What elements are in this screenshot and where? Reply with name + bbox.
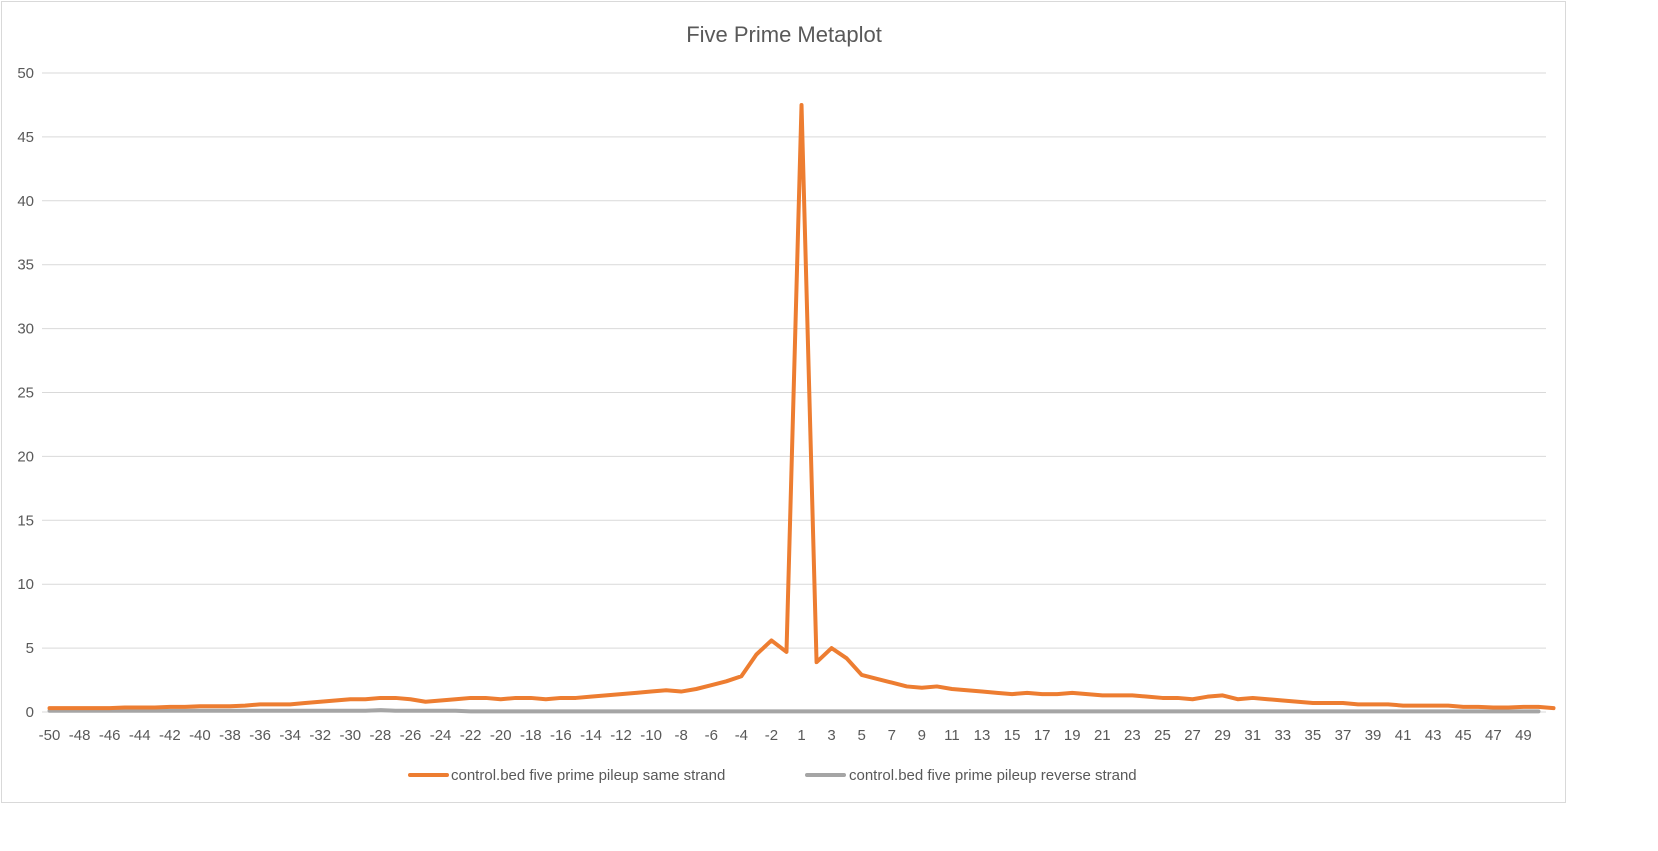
x-tick-label: -18 xyxy=(520,727,542,744)
x-tick-label: 35 xyxy=(1305,727,1322,744)
x-tick-label: 33 xyxy=(1274,727,1291,744)
x-tick-label: -38 xyxy=(219,727,241,744)
x-tick-label: 39 xyxy=(1365,727,1382,744)
x-axis-ticks: -50 -48 -46 -44 -42 -40 -38 -36 -34 -32 -30 -28 -26-… xyxy=(39,727,1532,744)
x-tick-label: -22 xyxy=(460,727,482,744)
series-line-reverse-strand xyxy=(47,708,1541,714)
x-tick-label: -16 xyxy=(550,727,572,744)
x-tick-label: -20 xyxy=(490,727,512,744)
x-tick-label: -42 xyxy=(159,727,181,744)
legend: control.bed five prime pileup same stran… xyxy=(408,767,1137,784)
y-tick-label: 20 xyxy=(17,448,34,465)
legend-label: control.bed five prime pileup same stran… xyxy=(451,767,725,784)
x-tick-label: -40 xyxy=(189,727,211,744)
x-tick-label: 41 xyxy=(1395,727,1412,744)
y-axis-ticks: 0 5 10 15 20 25 30 35 40 45 50 xyxy=(17,65,34,721)
x-tick-label: 7 xyxy=(888,727,896,744)
x-tick-label: 23 xyxy=(1124,727,1141,744)
x-tick-label: -14 xyxy=(580,727,602,744)
x-tick-label: 13 xyxy=(974,727,991,744)
x-tick-label: 29 xyxy=(1214,727,1231,744)
x-tick-label: -48 xyxy=(69,727,91,744)
y-tick-label: 15 xyxy=(17,512,34,529)
chart-title: Five Prime Metaplot xyxy=(686,22,882,47)
y-tick-label: 30 xyxy=(17,321,34,338)
y-tick-label: 10 xyxy=(17,576,34,593)
x-tick-label: -12 xyxy=(610,727,632,744)
y-tick-label: 5 xyxy=(26,640,34,657)
x-tick-label: -4 xyxy=(735,727,748,744)
x-tick-label: -10 xyxy=(640,727,662,744)
y-tick-label: 35 xyxy=(17,257,34,274)
x-tick-label: 11 xyxy=(944,727,960,744)
x-tick-label: -36 xyxy=(249,727,271,744)
x-tick-label: 19 xyxy=(1064,727,1081,744)
x-tick-label: 5 xyxy=(858,727,866,744)
x-tick-label: -2 xyxy=(765,727,778,744)
y-tick-label: 25 xyxy=(17,385,34,402)
x-tick-label: -44 xyxy=(129,727,151,744)
y-tick-label: 45 xyxy=(17,129,34,146)
x-tick-label: 49 xyxy=(1515,727,1532,744)
series-line-same-strand xyxy=(47,102,1556,711)
x-tick-label: 45 xyxy=(1455,727,1472,744)
y-tick-label: 0 xyxy=(26,704,34,721)
legend-label: control.bed five prime pileup reverse st… xyxy=(849,767,1137,784)
x-tick-label: 37 xyxy=(1335,727,1352,744)
x-tick-label: 15 xyxy=(1004,727,1021,744)
x-tick-label: -32 xyxy=(309,727,331,744)
x-tick-label: 43 xyxy=(1425,727,1442,744)
y-tick-label: 50 xyxy=(17,65,34,82)
x-tick-label: -8 xyxy=(675,727,688,744)
x-tick-label: 31 xyxy=(1244,727,1261,744)
x-tick-label: -24 xyxy=(430,727,452,744)
x-tick-label: 47 xyxy=(1485,727,1502,744)
y-tick-label: 40 xyxy=(17,193,34,210)
x-tick-label: 25 xyxy=(1154,727,1171,744)
x-tick-label: 17 xyxy=(1034,727,1051,744)
x-tick-label: 27 xyxy=(1184,727,1201,744)
x-tick-label: 1 xyxy=(797,727,805,744)
x-tick-label: -34 xyxy=(279,727,301,744)
chart-area xyxy=(1,1,1566,803)
x-tick-label: 21 xyxy=(1094,727,1111,744)
x-tick-label: 3 xyxy=(827,727,835,744)
series-lines xyxy=(47,102,1556,714)
x-tick-label: -46 xyxy=(99,727,121,744)
x-tick-label: -50 xyxy=(39,727,61,744)
x-tick-label: -26 xyxy=(400,727,422,744)
x-tick-label: -30 xyxy=(339,727,361,744)
x-tick-label: -28 xyxy=(370,727,392,744)
x-tick-label: -6 xyxy=(705,727,718,744)
x-tick-label: 9 xyxy=(918,727,926,744)
